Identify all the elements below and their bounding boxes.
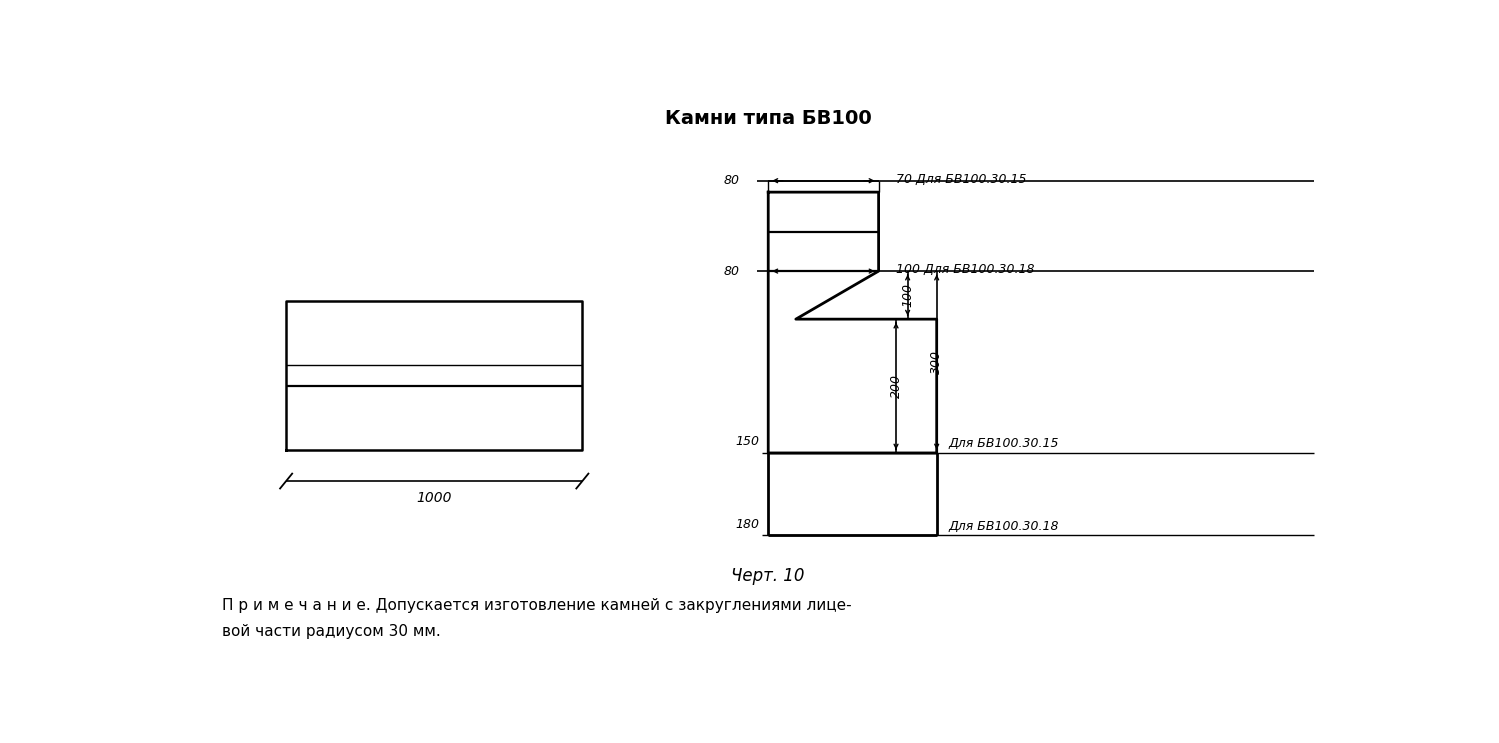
Text: 100: 100 (901, 283, 914, 307)
Text: 80: 80 (723, 174, 739, 187)
Text: Черт. 10: Черт. 10 (732, 567, 805, 585)
Text: вой части радиусом 30 мм.: вой части радиусом 30 мм. (222, 624, 441, 639)
Text: 1000: 1000 (417, 491, 453, 505)
Text: 100 Для БВ100.30.18: 100 Для БВ100.30.18 (896, 263, 1034, 276)
Text: 300: 300 (931, 350, 943, 374)
Text: П р и м е ч а н и е. Допускается изготовление камней с закруглениями лице-: П р и м е ч а н и е. Допускается изготов… (222, 598, 851, 613)
Text: 80: 80 (723, 265, 739, 278)
Text: 180: 180 (735, 518, 758, 531)
Text: 70 Для БВ100.30.15: 70 Для БВ100.30.15 (896, 172, 1027, 186)
Text: Для БВ100.30.15: Для БВ100.30.15 (949, 437, 1058, 450)
Text: Для БВ100.30.18: Для БВ100.30.18 (949, 519, 1058, 533)
Text: 200: 200 (889, 374, 902, 398)
Text: Камни типа БВ100: Камни типа БВ100 (666, 109, 871, 129)
Text: 150: 150 (735, 435, 758, 449)
